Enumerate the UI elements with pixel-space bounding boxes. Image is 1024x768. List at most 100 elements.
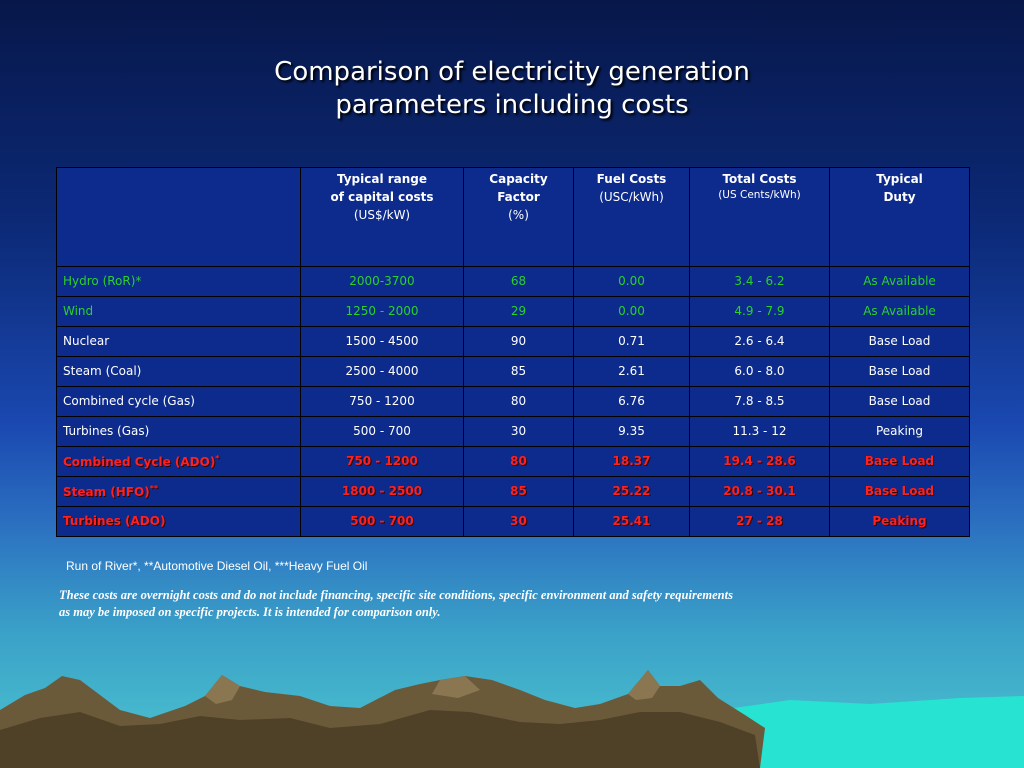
cell-capital-costs: 500 - 700 (300, 416, 464, 447)
cell-text: 4.9 - 7.9 (734, 304, 785, 318)
cell-typical-duty: Base Load (829, 326, 970, 357)
cell-text: Base Load (868, 334, 931, 348)
cell-capacity-factor: 29 (463, 296, 574, 327)
cell-capital-costs: 750 - 1200 (300, 386, 464, 417)
cell-text: Hydro (RoR)* (63, 274, 142, 288)
cell-text: 6.76 (618, 394, 645, 408)
cell-total-costs: 2.6 - 6.4 (689, 326, 830, 357)
header-unit: (US Cents/kWh) (718, 189, 801, 201)
footnote-marker: ** (149, 484, 159, 493)
header-label: Total Costs (722, 172, 797, 186)
cell-text: As Available (863, 274, 936, 288)
mountain-shadow (0, 710, 760, 768)
cell-text: Nuclear (63, 334, 110, 348)
cell-text: 11.3 - 12 (732, 424, 787, 438)
table-row-combined-cycle-ado: Combined Cycle (ADO)* 750 - 1200 80 18.37 19… (56, 446, 970, 477)
cell-text: Turbines (ADO) (63, 514, 166, 528)
cell-typical-duty: Peaking (829, 506, 970, 537)
header-typical-duty: Typical Duty (829, 167, 970, 267)
cell-text: Base Load (864, 484, 935, 498)
cell-text: 1800 - 2500 (341, 484, 423, 498)
cell-text: 500 - 700 (353, 424, 411, 438)
cell-capacity-factor: 68 (463, 266, 574, 297)
cell-text: Wind (63, 304, 94, 318)
cell-typical-duty: Base Load (829, 386, 970, 417)
cell-text: 30 (510, 514, 527, 528)
cell-capacity-factor: 30 (463, 416, 574, 447)
header-capacity-factor: Capacity Factor (%) (463, 167, 574, 267)
cell-technology: Combined cycle (Gas) (56, 386, 301, 417)
cell-technology: Turbines (Gas) (56, 416, 301, 447)
cell-capital-costs: 2500 - 4000 (300, 356, 464, 387)
header-total-costs: Total Costs (US Cents/kWh) (689, 167, 830, 267)
cell-technology: Nuclear (56, 326, 301, 357)
title-line-1: Comparison of electricity generation (274, 57, 750, 87)
header-label: Fuel Costs (596, 172, 667, 186)
cell-technology: Wind (56, 296, 301, 327)
cell-text: 0.00 (618, 274, 645, 288)
table-row-nuclear: Nuclear 1500 - 4500 90 0.71 2.6 - 6.4 Base Lo… (56, 326, 970, 357)
cell-text: 750 - 1200 (346, 454, 418, 468)
cell-fuel-costs: 2.61 (573, 356, 690, 387)
cell-text: Steam (HFO) (63, 485, 150, 499)
cell-text: 68 (510, 274, 527, 288)
header-label: Typical range of capital costs (330, 172, 434, 204)
cell-text: 80 (510, 394, 527, 408)
cell-text: 7.8 - 8.5 (734, 394, 785, 408)
cell-total-costs: 3.4 - 6.2 (689, 266, 830, 297)
cell-capital-costs: 500 - 700 (300, 506, 464, 537)
cell-text: 2500 - 4000 (345, 364, 419, 378)
cell-fuel-costs: 0.71 (573, 326, 690, 357)
cell-fuel-costs: 9.35 (573, 416, 690, 447)
cell-text: Combined Cycle (ADO) (63, 455, 216, 469)
slide-title: Comparison of electricity generation par… (0, 56, 1024, 122)
cell-capital-costs: 1250 - 2000 (300, 296, 464, 327)
table-row-turbines-gas: Turbines (Gas) 500 - 700 30 9.35 11.3 - 12 Pe… (56, 416, 970, 447)
cell-text: 90 (510, 334, 527, 348)
cell-text: Turbines (Gas) (63, 424, 150, 438)
cost-comparison-table: Typical range of capital costs (US$/kW) … (56, 167, 970, 537)
disclaimer-note: These costs are overnight costs and do n… (59, 588, 733, 619)
cell-total-costs: 27 - 28 (689, 506, 830, 537)
cell-capital-costs: 2000-3700 (300, 266, 464, 297)
cell-text: 9.35 (618, 424, 645, 438)
table-row-hydro: Hydro (RoR)* 2000-3700 68 0.00 3.4 - 6.2 As A… (56, 266, 970, 297)
header-label: Typical Duty (876, 172, 923, 204)
cell-technology: Steam (HFO)** (56, 476, 301, 507)
table-row-steam-coal: Steam (Coal) 2500 - 4000 85 2.61 6.0 - 8.0 Ba… (56, 356, 970, 387)
cell-text: 25.22 (612, 484, 651, 498)
cell-typical-duty: Base Load (829, 446, 970, 477)
footnote-marker: * (215, 454, 220, 463)
footnote: Run of River*, **Automotive Diesel Oil, … (66, 559, 368, 573)
cell-typical-duty: As Available (829, 296, 970, 327)
table-row-turbines-ado: Turbines (ADO) 500 - 700 30 25.41 27 - 28 Pea… (56, 506, 970, 537)
cell-text: 80 (510, 454, 527, 468)
cell-capital-costs: 750 - 1200 (300, 446, 464, 477)
cell-total-costs: 7.8 - 8.5 (689, 386, 830, 417)
header-label: Capacity Factor (489, 172, 548, 204)
header-cell-empty (56, 167, 301, 267)
header-unit: (US$/kW) (353, 208, 411, 222)
header-unit: (USC/kWh) (599, 190, 664, 204)
cell-text: 20.8 - 30.1 (723, 484, 796, 498)
cell-text: As Available (863, 304, 936, 318)
cell-capacity-factor: 90 (463, 326, 574, 357)
table-header-row: Typical range of capital costs (US$/kW) … (56, 167, 970, 267)
cell-technology: Steam (Coal) (56, 356, 301, 387)
cell-text: 2.61 (618, 364, 645, 378)
cell-capacity-factor: 80 (463, 446, 574, 477)
cell-capacity-factor: 80 (463, 386, 574, 417)
cell-text: 0.00 (618, 304, 645, 318)
cell-total-costs: 11.3 - 12 (689, 416, 830, 447)
cell-typical-duty: Base Load (829, 476, 970, 507)
table-row-steam-hfo: Steam (HFO)** 1800 - 2500 85 25.22 20.8 - 30… (56, 476, 970, 507)
cell-capacity-factor: 30 (463, 506, 574, 537)
cell-text: Base Load (868, 394, 931, 408)
cell-text: Steam (Coal) (63, 364, 142, 378)
cell-text: 19.4 - 28.6 (723, 454, 796, 468)
cell-text: Peaking (875, 424, 924, 438)
header-capital-costs: Typical range of capital costs (US$/kW) (300, 167, 464, 267)
cell-capital-costs: 1800 - 2500 (300, 476, 464, 507)
cell-capacity-factor: 85 (463, 356, 574, 387)
cell-text: 1250 - 2000 (345, 304, 419, 318)
